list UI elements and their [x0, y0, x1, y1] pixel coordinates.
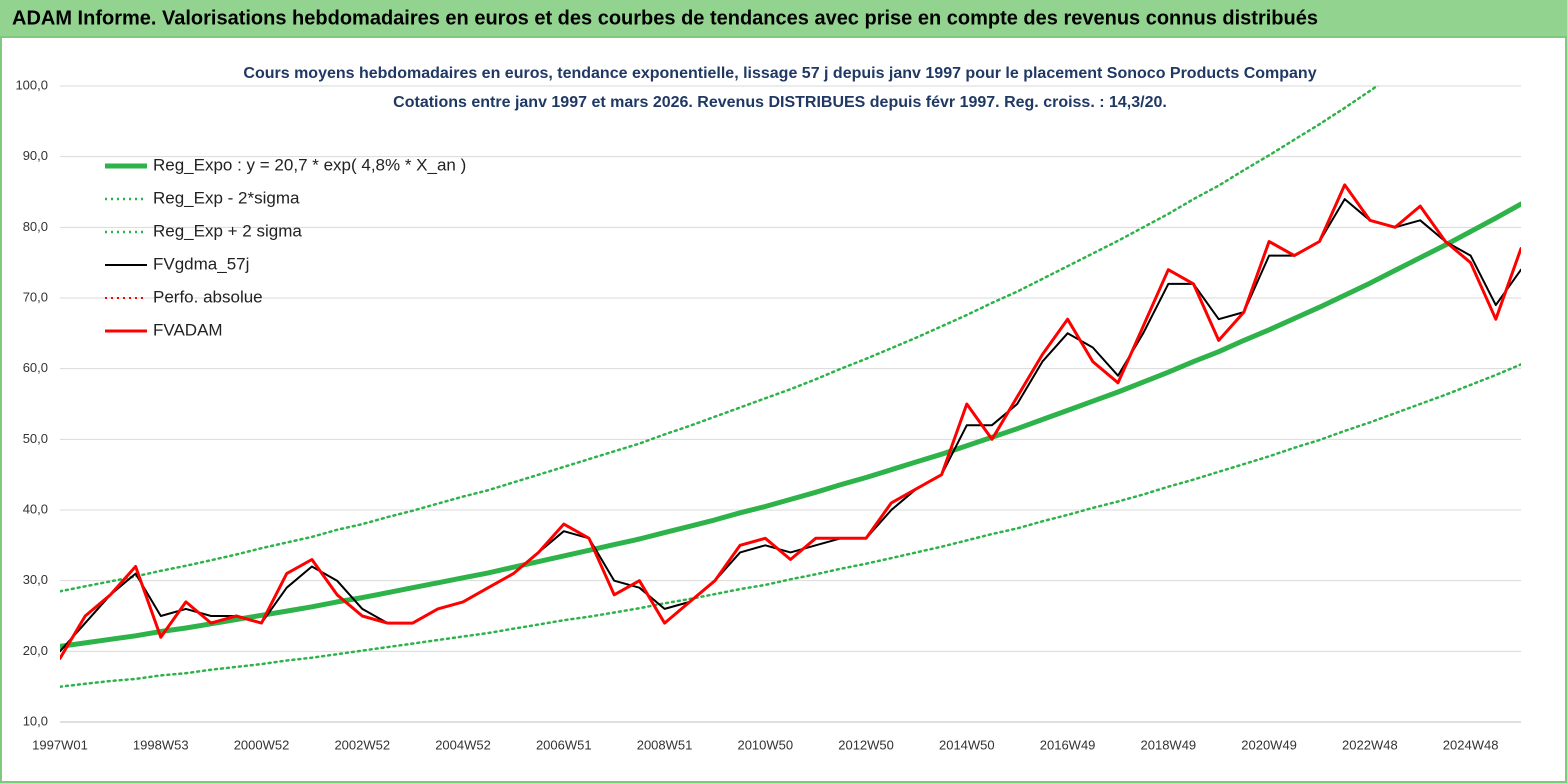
legend-label: FVgdma_57j: [153, 254, 249, 273]
y-tick-label: 10,0: [23, 713, 48, 728]
x-tick-label: 2022W48: [1342, 737, 1398, 752]
y-tick-label: 90,0: [23, 148, 48, 163]
subtitle: Cours moyens hebdomadaires en euros, ten…: [243, 65, 1316, 82]
x-tick-label: 2014W50: [939, 737, 995, 752]
y-tick-label: 20,0: [23, 643, 48, 658]
legend-label: Reg_Expo : y = 20,7 * exp( 4,8% * X_an ): [153, 155, 466, 174]
x-tick-label: 2024W48: [1443, 737, 1499, 752]
x-tick-label: 2012W50: [838, 737, 894, 752]
legend-label: Perfo. absolue: [153, 287, 263, 306]
series-line: [60, 198, 1521, 653]
chart-title: ADAM Informe. Valorisations hebdomadaire…: [12, 7, 1318, 29]
header-bar: [0, 0, 1567, 36]
x-tick-label: 2006W51: [536, 737, 592, 752]
y-tick-label: 60,0: [23, 360, 48, 375]
x-tick-label: 1998W53: [133, 737, 189, 752]
plot-area: [60, 86, 1521, 688]
x-tick-label: 2020W49: [1241, 737, 1297, 752]
y-tick-label: 100,0: [15, 77, 48, 92]
y-tick-label: 40,0: [23, 501, 48, 516]
y-tick-label: 50,0: [23, 431, 48, 446]
x-tick-label: 2010W50: [737, 737, 793, 752]
legend-label: Reg_Exp + 2 sigma: [153, 221, 302, 240]
series-line: [60, 363, 1521, 688]
y-tick-label: 30,0: [23, 572, 48, 587]
frame: [0, 36, 1567, 783]
y-tick-label: 80,0: [23, 219, 48, 234]
x-tick-label: 2018W49: [1141, 737, 1197, 752]
x-tick-label: 2016W49: [1040, 737, 1096, 752]
series-line: [60, 86, 1380, 593]
legend-label: Reg_Exp - 2*sigma: [153, 188, 300, 207]
x-tick-label: 1997W01: [32, 737, 88, 752]
x-tick-label: 2004W52: [435, 737, 491, 752]
y-tick-label: 70,0: [23, 289, 48, 304]
x-tick-label: 2008W51: [637, 737, 693, 752]
x-tick-label: 2002W52: [334, 737, 390, 752]
legend-label: FVADAM: [153, 320, 223, 339]
series-line: [60, 183, 1521, 660]
series-line: [60, 201, 1521, 649]
subtitle: Cotations entre janv 1997 et mars 2026. …: [393, 94, 1167, 111]
x-tick-label: 2000W52: [234, 737, 290, 752]
